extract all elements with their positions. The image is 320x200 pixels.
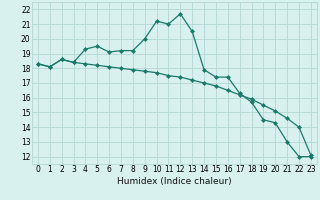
X-axis label: Humidex (Indice chaleur): Humidex (Indice chaleur) bbox=[117, 177, 232, 186]
